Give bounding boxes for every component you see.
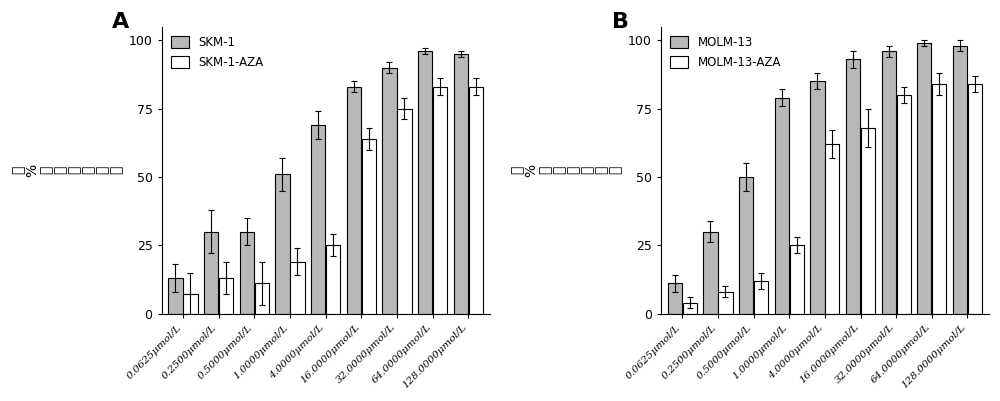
Y-axis label: （
%
）
率
制
抑
殖
增: （ % ） 率 制 抑 殖 增 xyxy=(510,164,622,176)
Bar xyxy=(397,109,412,314)
Bar xyxy=(469,87,483,314)
Bar xyxy=(718,292,733,314)
Bar xyxy=(362,139,376,314)
Bar xyxy=(168,278,183,314)
Bar xyxy=(825,144,839,314)
Bar xyxy=(382,67,397,314)
Bar xyxy=(418,51,432,314)
Bar xyxy=(953,46,967,314)
Bar xyxy=(204,231,218,314)
Bar xyxy=(683,303,697,314)
Bar xyxy=(240,231,254,314)
Bar xyxy=(433,87,447,314)
Bar xyxy=(290,261,305,314)
Bar xyxy=(775,97,789,314)
Bar xyxy=(810,81,825,314)
Text: B: B xyxy=(612,12,629,32)
Bar xyxy=(917,43,931,314)
Bar xyxy=(739,177,753,314)
Bar xyxy=(454,54,468,314)
Text: A: A xyxy=(112,12,130,32)
Bar xyxy=(846,59,860,314)
Legend: SKM-1, SKM-1-AZA: SKM-1, SKM-1-AZA xyxy=(167,32,267,73)
Bar xyxy=(897,95,911,314)
Bar xyxy=(790,245,804,314)
Bar xyxy=(311,125,325,314)
Bar xyxy=(882,51,896,314)
Bar xyxy=(255,284,269,314)
Bar xyxy=(275,174,290,314)
Legend: MOLM-13, MOLM-13-AZA: MOLM-13, MOLM-13-AZA xyxy=(667,32,784,73)
Bar xyxy=(183,294,198,314)
Bar xyxy=(219,278,233,314)
Bar xyxy=(932,84,946,314)
Bar xyxy=(668,284,682,314)
Bar xyxy=(861,128,875,314)
Bar xyxy=(754,281,768,314)
Bar xyxy=(326,245,340,314)
Y-axis label: （
%
）
率
制
抑
殖
增: （ % ） 率 制 抑 殖 增 xyxy=(11,164,123,176)
Bar xyxy=(703,231,718,314)
Bar xyxy=(347,87,361,314)
Bar xyxy=(968,84,982,314)
